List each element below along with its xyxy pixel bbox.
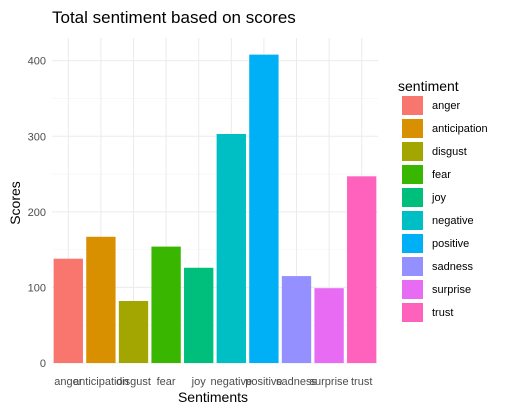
x-tick-label-anticipation: anticipation: [73, 376, 129, 388]
y-tick-label: 200: [28, 207, 46, 219]
legend-item-fear: fear: [402, 165, 451, 184]
legend-label: positive: [432, 238, 469, 250]
y-tick-label: 0: [40, 358, 46, 370]
bar-disgust: [118, 301, 149, 363]
y-axis-ticks: 0 100 200 300 400: [28, 56, 46, 370]
legend-swatch: [402, 303, 423, 322]
legend-label: disgust: [432, 146, 467, 158]
legend-swatch: [402, 119, 423, 138]
bar-anticipation: [86, 236, 116, 363]
legend-swatch: [402, 96, 423, 115]
legend-item-sadness: sadness: [402, 257, 473, 276]
legend-label: fear: [432, 169, 451, 181]
x-tick-label-sadness: sadness: [276, 376, 317, 388]
y-tick-label: 100: [28, 282, 46, 294]
y-tick-label: 400: [28, 56, 46, 68]
bar-surprise: [314, 288, 344, 363]
legend: sentiment anger anticipation disgust fear jo…: [398, 78, 488, 322]
legend-swatch: [402, 188, 423, 207]
legend-item-trust: trust: [402, 303, 453, 322]
x-tick-label-fear: fear: [157, 376, 176, 388]
x-tick-label-positive: positive: [245, 376, 282, 388]
bar-trust: [347, 176, 377, 363]
legend-label: trust: [432, 307, 453, 319]
bar-fear: [151, 246, 181, 363]
bar-joy: [184, 267, 214, 363]
x-tick-label-disgust: disgust: [116, 376, 151, 388]
bar-sadness: [281, 276, 312, 363]
legend-label: sadness: [432, 261, 473, 273]
x-tick-label-joy: joy: [191, 376, 207, 388]
bar-negative: [216, 133, 246, 363]
legend-label: joy: [431, 192, 447, 204]
bars: [53, 54, 377, 364]
x-tick-label-trust: trust: [351, 376, 372, 388]
legend-label: anger: [432, 100, 460, 112]
legend-label: negative: [432, 215, 474, 227]
legend-item-disgust: disgust: [402, 142, 467, 161]
legend-label: anticipation: [432, 123, 488, 135]
legend-swatch: [402, 211, 423, 230]
legend-swatch: [402, 257, 423, 276]
x-tick-label-surprise: surprise: [310, 376, 349, 388]
x-tick-label-anger: anger: [54, 376, 82, 388]
legend-item-anticipation: anticipation: [402, 119, 488, 138]
legend-swatch: [402, 165, 423, 184]
legend-item-anger: anger: [402, 96, 460, 115]
legend-swatch: [402, 234, 423, 253]
legend-item-positive: positive: [402, 234, 469, 253]
legend-title: sentiment: [398, 78, 459, 94]
x-tick-label-negative: negative: [211, 376, 253, 388]
bar-anger: [53, 258, 83, 363]
legend-swatch: [402, 280, 423, 299]
legend-label: surprise: [432, 284, 471, 296]
legend-item-surprise: surprise: [402, 280, 471, 299]
legend-items: anger anticipation disgust fear joy negative p…: [402, 96, 488, 322]
x-axis-title: Sentiments: [178, 389, 248, 405]
bar-positive: [249, 54, 279, 364]
y-tick-label: 300: [28, 131, 46, 143]
y-axis-title: Scores: [7, 181, 23, 225]
legend-item-negative: negative: [402, 211, 474, 230]
chart-title: Total sentiment based on scores: [52, 8, 296, 27]
legend-item-joy: joy: [402, 188, 447, 207]
legend-swatch: [402, 142, 423, 161]
